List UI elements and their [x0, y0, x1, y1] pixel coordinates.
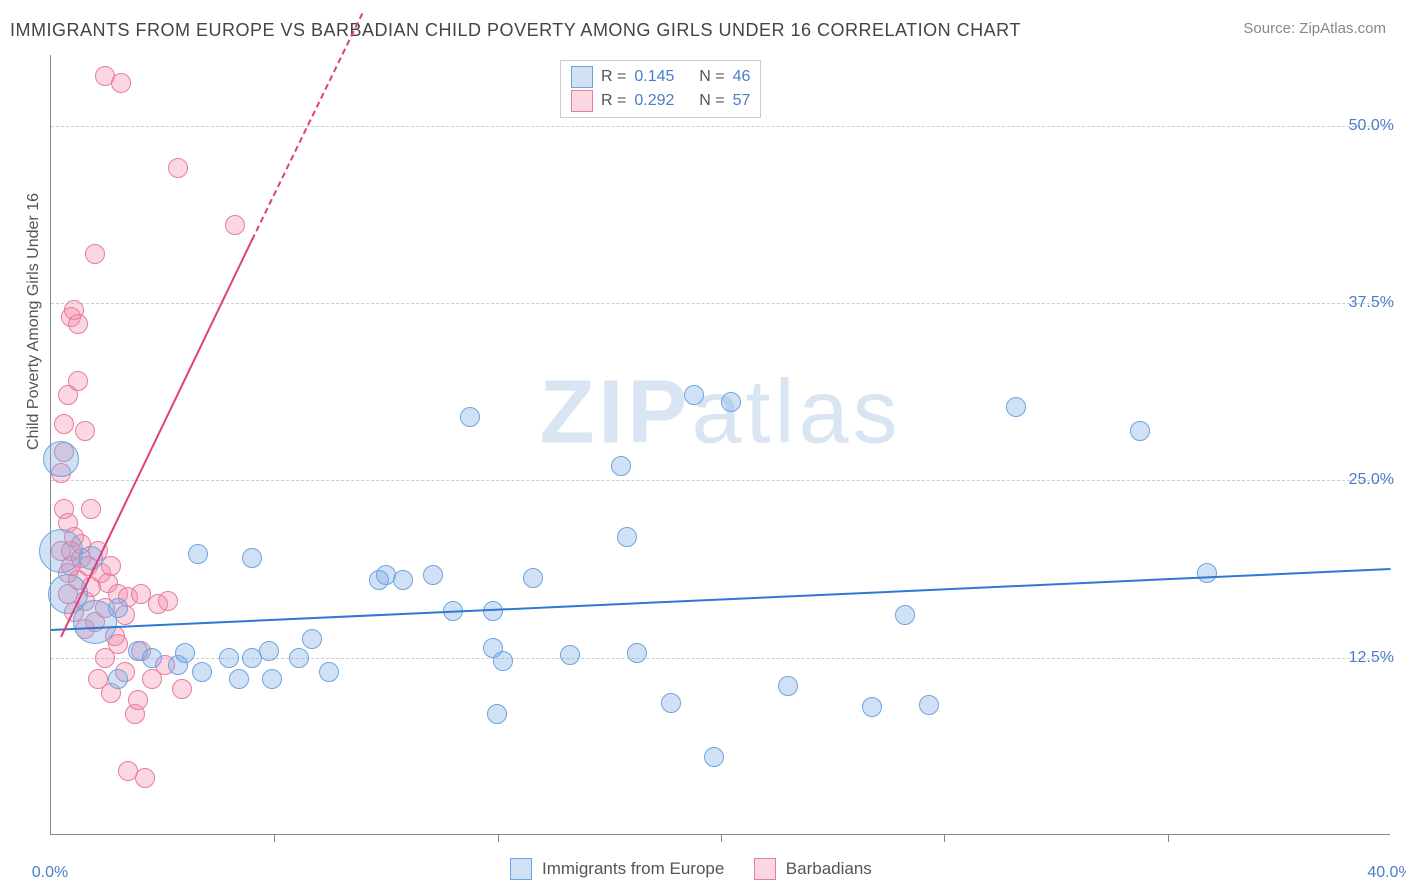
source-label: Source: ZipAtlas.com — [1243, 20, 1386, 37]
r-value: 0.145 — [634, 65, 674, 89]
data-point — [192, 662, 212, 682]
data-point — [493, 651, 513, 671]
series-name: Immigrants from Europe — [542, 859, 724, 879]
y-tick-label: 37.5% — [1349, 294, 1394, 312]
r-value: 0.292 — [634, 89, 674, 113]
data-point — [101, 556, 121, 576]
swatch-icon — [754, 858, 776, 880]
data-point — [128, 690, 148, 710]
data-point — [919, 695, 939, 715]
n-label: N = — [699, 65, 724, 89]
y-tick-label: 25.0% — [1349, 471, 1394, 489]
x-tick — [274, 834, 275, 842]
trend-line — [51, 568, 1391, 631]
legend-row: R = 0.145 N = 46 — [571, 65, 750, 89]
data-point — [704, 747, 724, 767]
data-point — [661, 693, 681, 713]
y-tick-label: 12.5% — [1349, 649, 1394, 667]
data-point — [259, 641, 279, 661]
data-point — [39, 529, 83, 573]
data-point — [135, 768, 155, 788]
data-point — [142, 648, 162, 668]
legend-row: R = 0.292 N = 57 — [571, 89, 750, 113]
correlation-legend: R = 0.145 N = 46 R = 0.292 N = 57 — [560, 60, 761, 118]
n-label: N = — [699, 89, 724, 113]
data-point — [423, 565, 443, 585]
data-point — [85, 244, 105, 264]
swatch-icon — [571, 90, 593, 112]
data-point — [108, 598, 128, 618]
data-point — [487, 704, 507, 724]
gridline — [51, 303, 1390, 304]
data-point — [523, 568, 543, 588]
data-point — [684, 385, 704, 405]
data-point — [158, 591, 178, 611]
x-tick-label: 40.0% — [1367, 864, 1406, 882]
data-point — [175, 643, 195, 663]
series-name: Barbadians — [786, 859, 872, 879]
data-point — [393, 570, 413, 590]
gridline — [51, 480, 1390, 481]
swatch-icon — [510, 858, 532, 880]
watermark: ZIPatlas — [539, 362, 901, 465]
data-point — [862, 697, 882, 717]
data-point — [108, 669, 128, 689]
x-tick-label: 0.0% — [32, 864, 68, 882]
data-point — [242, 548, 262, 568]
source-name: ZipAtlas.com — [1299, 20, 1386, 37]
data-point — [188, 544, 208, 564]
data-point — [172, 679, 192, 699]
data-point — [68, 371, 88, 391]
data-point — [168, 158, 188, 178]
gridline — [51, 126, 1390, 127]
swatch-icon — [571, 66, 593, 88]
y-axis-label: Child Poverty Among Girls Under 16 — [25, 193, 43, 450]
n-value: 46 — [733, 65, 751, 89]
data-point — [111, 73, 131, 93]
series-legend: Immigrants from Europe Barbadians — [510, 858, 872, 880]
data-point — [627, 643, 647, 663]
data-point — [560, 645, 580, 665]
source-prefix: Source: — [1243, 20, 1299, 37]
data-point — [54, 414, 74, 434]
x-tick — [721, 834, 722, 842]
data-point — [262, 669, 282, 689]
data-point — [229, 669, 249, 689]
data-point — [721, 392, 741, 412]
r-label: R = — [601, 65, 626, 89]
data-point — [302, 629, 322, 649]
data-point — [611, 456, 631, 476]
data-point — [1006, 397, 1026, 417]
data-point — [778, 676, 798, 696]
x-tick — [498, 834, 499, 842]
chart-title: IMMIGRANTS FROM EUROPE VS BARBADIAN CHIL… — [10, 20, 1021, 41]
data-point — [1130, 421, 1150, 441]
scatter-plot: ZIPatlas — [50, 55, 1390, 835]
data-point — [219, 648, 239, 668]
data-point — [43, 441, 79, 477]
data-point — [617, 527, 637, 547]
data-point — [81, 499, 101, 519]
data-point — [895, 605, 915, 625]
x-tick — [944, 834, 945, 842]
data-point — [319, 662, 339, 682]
data-point — [460, 407, 480, 427]
data-point — [68, 314, 88, 334]
n-value: 57 — [733, 89, 751, 113]
data-point — [1197, 563, 1217, 583]
data-point — [75, 421, 95, 441]
r-label: R = — [601, 89, 626, 113]
data-point — [225, 215, 245, 235]
data-point — [289, 648, 309, 668]
y-tick-label: 50.0% — [1349, 117, 1394, 135]
x-tick — [1168, 834, 1169, 842]
